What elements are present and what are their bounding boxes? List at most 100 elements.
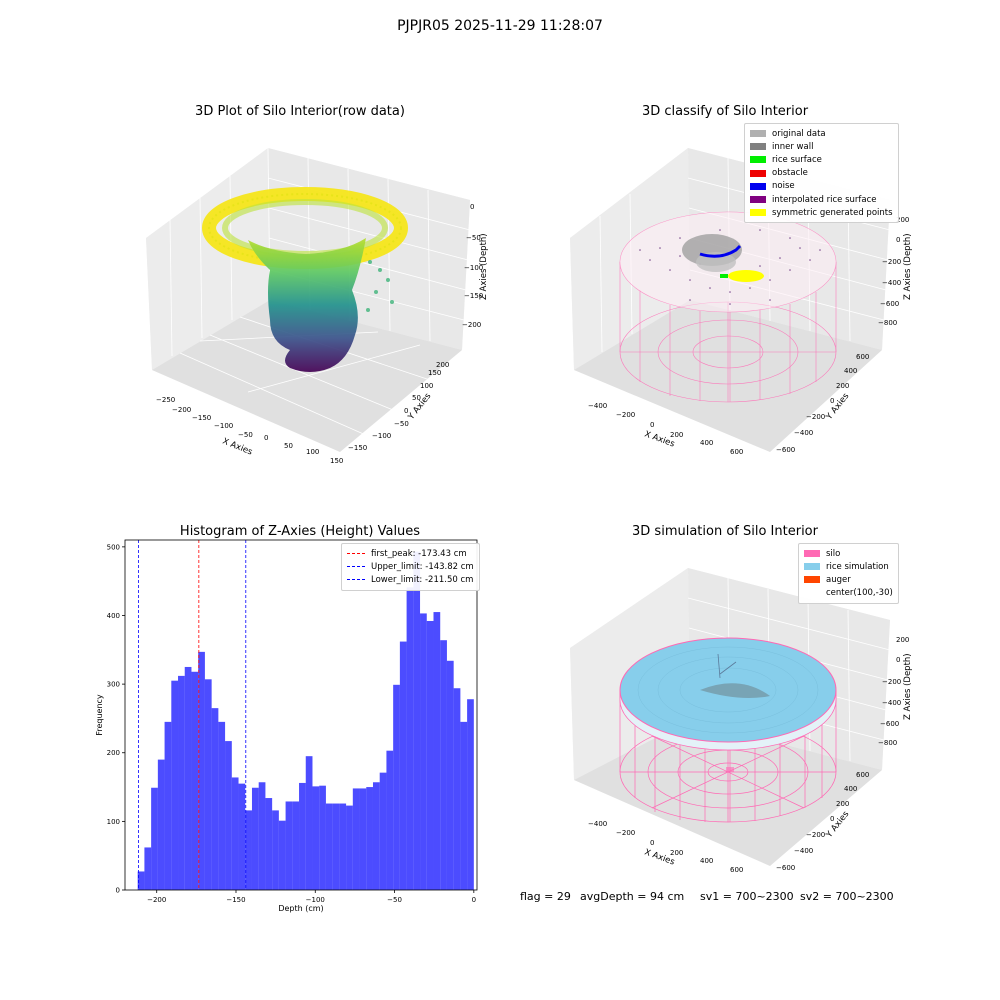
p4-ztick: −600 [880,720,899,728]
figure-title: PJPJR05 2025-11-29 11:28:07 [397,18,603,34]
legend-label: Lower_limit: -211.50 cm [371,574,474,585]
p4-zlabel: Z Axies (Depth) [903,653,913,720]
legend-line [347,579,365,581]
p1-xtick: −50 [238,431,253,439]
histogram-bar [245,810,252,890]
histogram-bar [258,782,266,890]
y-tick-label: 400 [107,612,120,620]
p2-ytick: −600 [776,446,795,454]
p4-xtick: 400 [700,857,713,865]
p2-ztick: −400 [882,279,901,287]
legend-swatch [750,130,766,138]
histogram-bar [453,688,461,890]
legend-label: first_peak: -173.43 cm [371,548,467,559]
histogram-bar [238,783,246,890]
panel1-3d-plot: −250 −200 −150 −100 −50 0 50 100 150 −15… [146,147,489,465]
histogram-bar [191,671,199,890]
p1-ztick: 0 [470,203,474,211]
sv1-text: sv1 = 700~2300 [700,890,794,903]
legend-item: inner wall [750,140,893,153]
legend-item: noise [750,180,893,193]
p2-zlabel: Z Axies (Depth) [903,233,913,300]
p4-ytick: −400 [794,847,813,855]
y-tick-label: 100 [107,818,120,826]
legend-item: Upper_limit: -143.82 cm [347,560,474,573]
p4-ztick: −200 [882,678,901,686]
p1-ytick: 0 [404,407,408,415]
p4-xtick: −400 [588,820,607,828]
legend-swatch [804,550,820,558]
histogram-bar [278,820,286,890]
histogram-bar [467,699,474,890]
legend-label: original data [772,128,826,139]
p1-xtick: 50 [284,442,293,450]
legend-label: noise [772,181,795,192]
p4-ytick: 200 [836,800,849,808]
p2-ytick: 0 [830,397,834,405]
p4-ztick: 200 [896,636,909,644]
x-tick-label: −100 [306,896,325,904]
histogram-bar [393,684,400,890]
flag-text: flag = 29 [520,890,571,903]
histogram-chart: −200 −150 −100 −50 0 0 100 200 300 400 500 Depth (… [95,539,478,913]
sv2-text: sv2 = 700~2300 [800,890,894,903]
histogram-vlines [138,540,247,890]
y-tick-label: 300 [107,681,120,689]
p4-xtick: −200 [616,829,635,837]
x-axis-label: Depth (cm) [278,904,323,913]
histogram-bar [359,788,367,890]
p1-xlabel: X Axies [221,437,254,458]
legend-item: rice simulation [804,560,893,573]
panel1-title: 3D Plot of Silo Interior(row data) [195,104,405,119]
legend-swatch [750,196,766,204]
p1-ytick: 200 [436,361,449,369]
legend-swatch [804,563,820,571]
p1-zlabel: Z Axies (Depth) [479,233,489,300]
point-cloud-funnel [248,238,366,372]
legend-label: obstacle [772,168,808,179]
p2-xtick: 600 [730,448,743,456]
y-tick-label: 0 [116,887,120,895]
symmetric-cluster [728,270,764,282]
legend-swatch [750,169,766,177]
histogram-bar [292,801,300,890]
histogram-bar [178,675,185,890]
p2-ytick: −200 [806,413,825,421]
p2-ztick: 0 [896,236,900,244]
histogram-bar [272,810,279,890]
plot-frame [124,539,478,891]
p1-xtick: −200 [172,406,191,414]
legend-label: rice surface [772,154,822,165]
p2-xtick: −400 [588,402,607,410]
p4-ztick: 0 [896,656,900,664]
legend-item: rice surface [750,153,893,166]
histogram-bar [426,620,434,890]
p1-ytick: 150 [428,369,441,377]
interpolated-surface [639,229,821,305]
histogram-bar [325,803,333,890]
p4-xtick: 600 [730,866,743,874]
histogram-bar [157,759,165,890]
histogram-bar [299,782,306,890]
p4-ytick: −600 [776,864,795,872]
histogram-bar [433,612,441,890]
p1-ytick: −150 [348,444,367,452]
legend-item: original data [750,127,893,140]
histogram-bar [225,741,232,890]
p1-xtick: 100 [306,448,319,456]
p1-ytick: −50 [394,420,409,428]
histogram-bar [332,803,340,890]
p2-ztick: −200 [882,258,901,266]
histogram-bar [198,651,205,890]
histogram-bar [319,785,326,890]
p2-xtick: 400 [700,439,713,447]
legend-item: auger [804,573,893,586]
histogram-bar [406,587,414,890]
histogram-bar [352,788,360,890]
p1-xtick: 0 [264,434,268,442]
y-tick-label: 200 [107,749,120,757]
histogram-legend: first_peak: -173.43 cm Upper_limit: -143… [341,543,480,591]
legend-item: silo [804,547,893,560]
p1-ytick: 50 [412,394,421,402]
p4-ztick: −400 [882,699,901,707]
